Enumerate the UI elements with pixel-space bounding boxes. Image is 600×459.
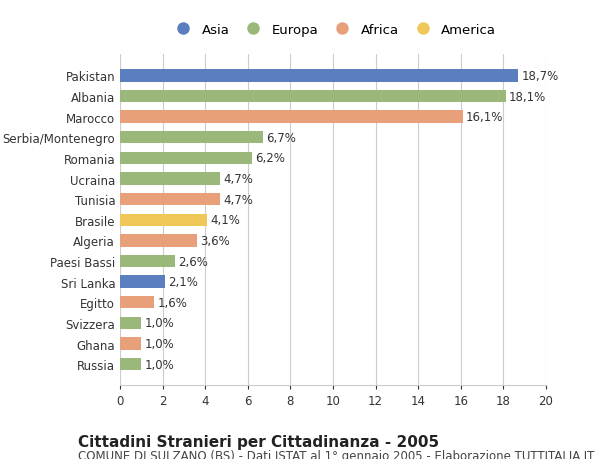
Text: 16,1%: 16,1% [466, 111, 503, 124]
Bar [120, 276, 165, 288]
Text: 18,1%: 18,1% [509, 90, 546, 103]
Bar [120, 111, 463, 123]
Bar [120, 152, 252, 165]
Bar [120, 338, 142, 350]
Bar [120, 255, 175, 268]
Text: Cittadini Stranieri per Cittadinanza - 2005: Cittadini Stranieri per Cittadinanza - 2… [78, 434, 439, 449]
Bar [120, 91, 506, 103]
Bar [120, 173, 220, 185]
Text: 1,6%: 1,6% [157, 296, 187, 309]
Bar [120, 358, 142, 370]
Text: 18,7%: 18,7% [521, 70, 559, 83]
Text: 1,0%: 1,0% [145, 337, 174, 350]
Bar [120, 317, 142, 330]
Text: COMUNE DI SULZANO (BS) - Dati ISTAT al 1° gennaio 2005 - Elaborazione TUTTITALIA: COMUNE DI SULZANO (BS) - Dati ISTAT al 1… [78, 449, 595, 459]
Legend: Asia, Europa, Africa, America: Asia, Europa, Africa, America [164, 19, 502, 42]
Bar [120, 132, 263, 144]
Text: 4,7%: 4,7% [223, 193, 253, 206]
Text: 1,0%: 1,0% [145, 358, 174, 371]
Text: 2,6%: 2,6% [179, 255, 208, 268]
Bar [120, 194, 220, 206]
Bar [120, 70, 518, 83]
Text: 6,2%: 6,2% [255, 152, 285, 165]
Bar [120, 297, 154, 309]
Bar [120, 214, 208, 226]
Text: 2,1%: 2,1% [168, 275, 198, 289]
Bar [120, 235, 197, 247]
Text: 3,6%: 3,6% [200, 235, 230, 247]
Text: 4,7%: 4,7% [223, 173, 253, 185]
Text: 6,7%: 6,7% [266, 132, 296, 145]
Text: 1,0%: 1,0% [145, 317, 174, 330]
Text: 4,1%: 4,1% [211, 214, 241, 227]
